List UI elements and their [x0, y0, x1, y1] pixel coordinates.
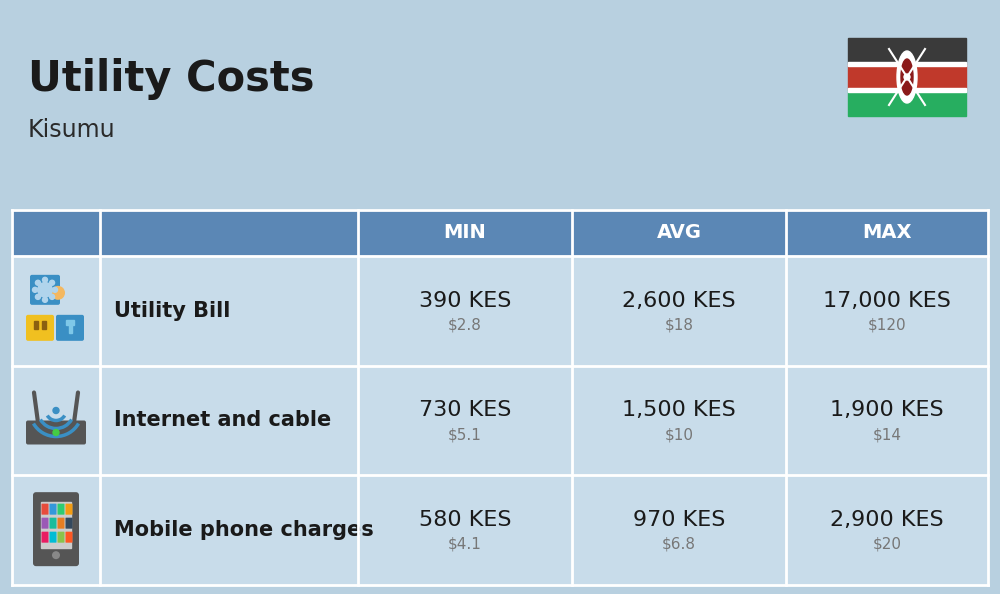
- Text: $2.8: $2.8: [448, 317, 482, 332]
- FancyBboxPatch shape: [50, 504, 56, 514]
- Text: 970 KES: 970 KES: [633, 510, 725, 530]
- Text: 17,000 KES: 17,000 KES: [823, 291, 951, 311]
- Bar: [848, 90, 966, 116]
- Circle shape: [32, 287, 38, 292]
- Text: MIN: MIN: [444, 223, 486, 242]
- Text: 730 KES: 730 KES: [419, 400, 511, 421]
- Circle shape: [37, 282, 53, 298]
- Text: Internet and cable: Internet and cable: [114, 410, 331, 431]
- Bar: [12, 210, 988, 256]
- Circle shape: [50, 295, 55, 299]
- Circle shape: [42, 298, 48, 302]
- FancyBboxPatch shape: [42, 532, 48, 543]
- Text: Mobile phone charges: Mobile phone charges: [114, 520, 374, 540]
- Text: $10: $10: [664, 427, 694, 442]
- Text: 390 KES: 390 KES: [419, 291, 511, 311]
- Ellipse shape: [897, 51, 917, 103]
- Text: 2,600 KES: 2,600 KES: [622, 291, 736, 311]
- FancyBboxPatch shape: [26, 315, 54, 341]
- Text: $4.1: $4.1: [448, 536, 482, 552]
- Circle shape: [904, 74, 910, 80]
- FancyBboxPatch shape: [30, 275, 60, 305]
- FancyBboxPatch shape: [58, 517, 64, 529]
- Text: Kisumu: Kisumu: [28, 118, 116, 142]
- FancyBboxPatch shape: [58, 504, 64, 514]
- FancyBboxPatch shape: [50, 532, 56, 543]
- Text: $14: $14: [872, 427, 902, 442]
- Bar: [42, 321, 46, 329]
- Circle shape: [52, 287, 58, 292]
- FancyBboxPatch shape: [42, 517, 48, 529]
- FancyBboxPatch shape: [56, 315, 84, 341]
- FancyBboxPatch shape: [66, 504, 72, 514]
- Bar: [69, 325, 72, 333]
- Circle shape: [35, 295, 40, 299]
- Bar: [12, 256, 988, 366]
- Bar: [34, 321, 38, 329]
- FancyBboxPatch shape: [58, 532, 64, 543]
- Bar: [12, 475, 988, 585]
- FancyBboxPatch shape: [42, 504, 48, 514]
- Text: Utility Costs: Utility Costs: [28, 58, 314, 100]
- Text: Utility Bill: Utility Bill: [114, 301, 230, 321]
- Bar: [848, 62, 966, 66]
- FancyBboxPatch shape: [66, 532, 72, 543]
- Bar: [12, 366, 988, 475]
- Bar: [848, 88, 966, 92]
- FancyBboxPatch shape: [50, 517, 56, 529]
- Bar: [66, 320, 74, 325]
- FancyBboxPatch shape: [33, 492, 79, 566]
- Text: 580 KES: 580 KES: [419, 510, 511, 530]
- Bar: [41, 502, 71, 548]
- Text: MAX: MAX: [862, 223, 912, 242]
- Text: $6.8: $6.8: [662, 536, 696, 552]
- Circle shape: [53, 407, 59, 413]
- Circle shape: [50, 280, 55, 285]
- Text: 2,900 KES: 2,900 KES: [830, 510, 944, 530]
- Ellipse shape: [901, 59, 913, 95]
- Bar: [848, 64, 966, 90]
- Text: $120: $120: [868, 317, 906, 332]
- Circle shape: [51, 286, 65, 300]
- Text: $5.1: $5.1: [448, 427, 482, 442]
- Bar: [848, 38, 966, 64]
- Circle shape: [42, 277, 48, 282]
- Text: 1,900 KES: 1,900 KES: [830, 400, 944, 421]
- Text: 1,500 KES: 1,500 KES: [622, 400, 736, 421]
- FancyBboxPatch shape: [26, 421, 86, 444]
- Circle shape: [52, 551, 60, 559]
- Text: $20: $20: [872, 536, 902, 552]
- Text: AVG: AVG: [656, 223, 702, 242]
- Circle shape: [35, 280, 40, 285]
- Text: $18: $18: [664, 317, 694, 332]
- FancyBboxPatch shape: [66, 517, 72, 529]
- Circle shape: [53, 429, 59, 435]
